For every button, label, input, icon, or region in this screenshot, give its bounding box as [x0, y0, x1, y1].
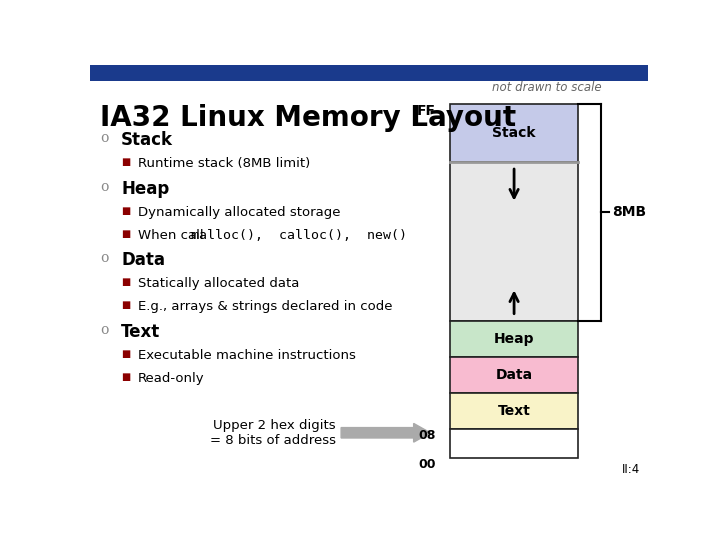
Text: Data: Data [121, 252, 166, 269]
Text: not drawn to scale: not drawn to scale [492, 80, 601, 93]
Text: malloc(),  calloc(),  new(): malloc(), calloc(), new() [191, 228, 407, 241]
Text: II:4: II:4 [621, 463, 639, 476]
Bar [450, 321, 578, 357]
Text: 08: 08 [418, 429, 436, 442]
Text: Data: Data [495, 368, 533, 382]
Text: Statically allocated data: Statically allocated data [138, 277, 300, 291]
Text: When call: When call [138, 228, 208, 241]
Text: Heap: Heap [121, 180, 169, 198]
Text: Read-only: Read-only [138, 372, 204, 384]
Bar [90, 65, 648, 80]
Bar [450, 429, 578, 458]
Bar [450, 393, 578, 429]
Text: Stack: Stack [492, 126, 536, 140]
Bar [450, 104, 578, 162]
Text: Upper 2 hex digits
= 8 bits of address: Upper 2 hex digits = 8 bits of address [210, 419, 336, 447]
Text: o: o [100, 131, 109, 145]
Text: ■: ■ [121, 157, 130, 167]
Text: ■: ■ [121, 228, 130, 239]
Text: Dynamically allocated storage: Dynamically allocated storage [138, 206, 341, 219]
Bar [450, 162, 578, 321]
Text: ■: ■ [121, 300, 130, 310]
Text: o: o [100, 323, 109, 337]
Text: FF: FF [417, 104, 436, 118]
Text: Heap: Heap [494, 332, 534, 346]
Text: ■: ■ [121, 349, 130, 359]
Text: E.g., arrays & strings declared in code: E.g., arrays & strings declared in code [138, 300, 392, 313]
Text: 8MB: 8MB [612, 206, 646, 219]
Text: Runtime stack (8MB limit): Runtime stack (8MB limit) [138, 157, 310, 170]
Text: Executable machine instructions: Executable machine instructions [138, 349, 356, 362]
Bar [450, 357, 578, 393]
Text: ■: ■ [121, 206, 130, 216]
Text: IA32 Linux Memory Layout: IA32 Linux Memory Layout [100, 104, 516, 132]
Text: o: o [100, 180, 109, 194]
Text: o: o [100, 252, 109, 266]
Text: Stack: Stack [121, 131, 174, 150]
Text: ■: ■ [121, 372, 130, 382]
Text: Text: Text [121, 323, 161, 341]
FancyArrow shape [341, 423, 431, 442]
Text: ■: ■ [121, 277, 130, 287]
Text: Text: Text [498, 404, 531, 418]
Text: 00: 00 [418, 458, 436, 471]
